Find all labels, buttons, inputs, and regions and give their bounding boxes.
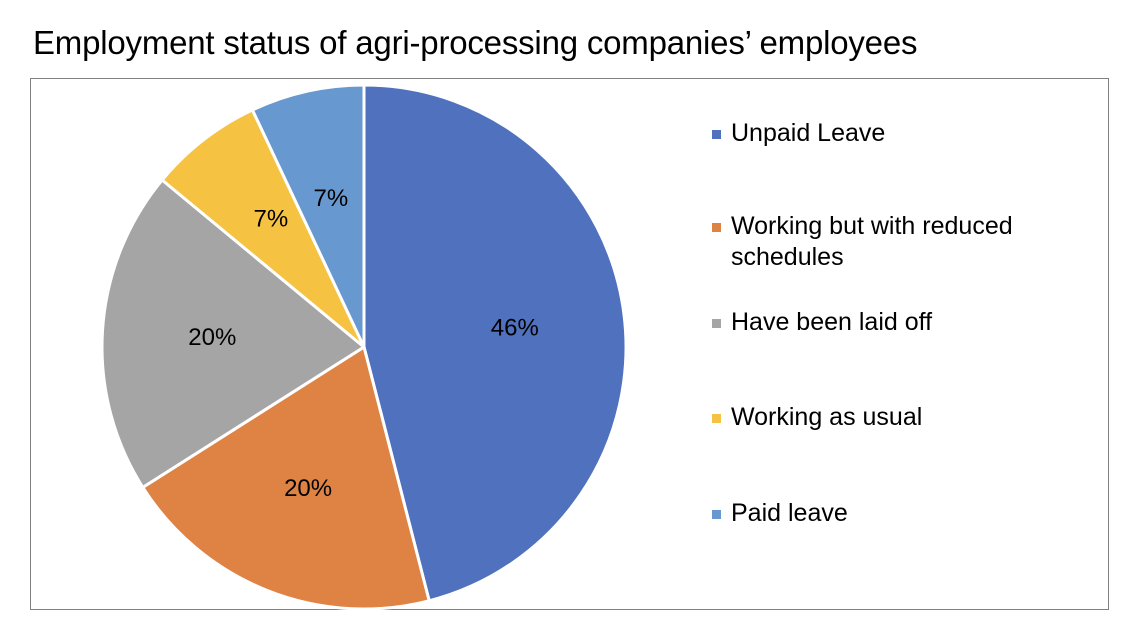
pie-slice	[160, 108, 366, 349]
legend-item: Unpaid Leave	[712, 118, 1051, 149]
legend-swatch	[712, 130, 721, 139]
slice-value-label: 46%	[491, 315, 539, 342]
legend-label: Have been laid off	[731, 308, 933, 336]
slice-value-label: 20%	[188, 324, 236, 351]
pie-slice	[362, 83, 628, 603]
legend-swatch	[712, 223, 721, 232]
slice-value-label: 7%	[254, 205, 289, 232]
legend-item: Paid leave	[712, 498, 1051, 529]
legend-label: Unpaid Leave	[731, 119, 886, 147]
legend-item: Have been laid off	[712, 307, 1051, 338]
legend-item: Working as usual	[712, 402, 1051, 433]
legend-swatch	[712, 319, 721, 328]
legend-label: Working as usual	[731, 403, 923, 431]
chart-area	[30, 78, 1109, 610]
slice-value-label: 7%	[314, 185, 349, 212]
pie-slice	[100, 178, 366, 489]
legend-swatch	[712, 414, 721, 423]
pie-slice	[141, 345, 431, 611]
legend-swatch	[712, 510, 721, 519]
legend: Unpaid Leave Working but with reduced sch…	[712, 0, 1072, 634]
legend-item: Working but with reduced schedules	[712, 211, 1051, 273]
pie-slice	[250, 83, 366, 349]
legend-label: Paid leave	[731, 499, 848, 527]
chart-title: Employment status of agri-processing com…	[33, 24, 918, 61]
slice-value-label: 20%	[284, 475, 332, 502]
legend-label: Working but with reduced schedules	[731, 212, 1013, 271]
